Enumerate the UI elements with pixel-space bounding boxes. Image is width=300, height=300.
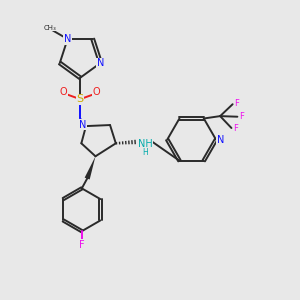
Text: F: F xyxy=(234,99,239,108)
Text: S: S xyxy=(76,94,84,104)
Text: O: O xyxy=(60,87,67,97)
Text: F: F xyxy=(79,240,85,250)
Polygon shape xyxy=(125,141,127,144)
Text: N: N xyxy=(79,120,87,130)
Polygon shape xyxy=(119,142,120,145)
Polygon shape xyxy=(85,156,95,179)
Text: F: F xyxy=(239,112,244,121)
Text: N: N xyxy=(217,135,224,145)
Text: F: F xyxy=(233,124,238,133)
Polygon shape xyxy=(122,141,124,144)
Text: N: N xyxy=(97,58,104,68)
Polygon shape xyxy=(128,140,130,144)
Text: N: N xyxy=(64,34,71,44)
Polygon shape xyxy=(134,140,136,144)
Text: NH: NH xyxy=(138,139,153,149)
Text: O: O xyxy=(93,87,100,97)
Polygon shape xyxy=(131,140,133,144)
Text: CH₃: CH₃ xyxy=(44,25,56,31)
Text: H: H xyxy=(143,148,148,157)
Polygon shape xyxy=(116,142,117,145)
